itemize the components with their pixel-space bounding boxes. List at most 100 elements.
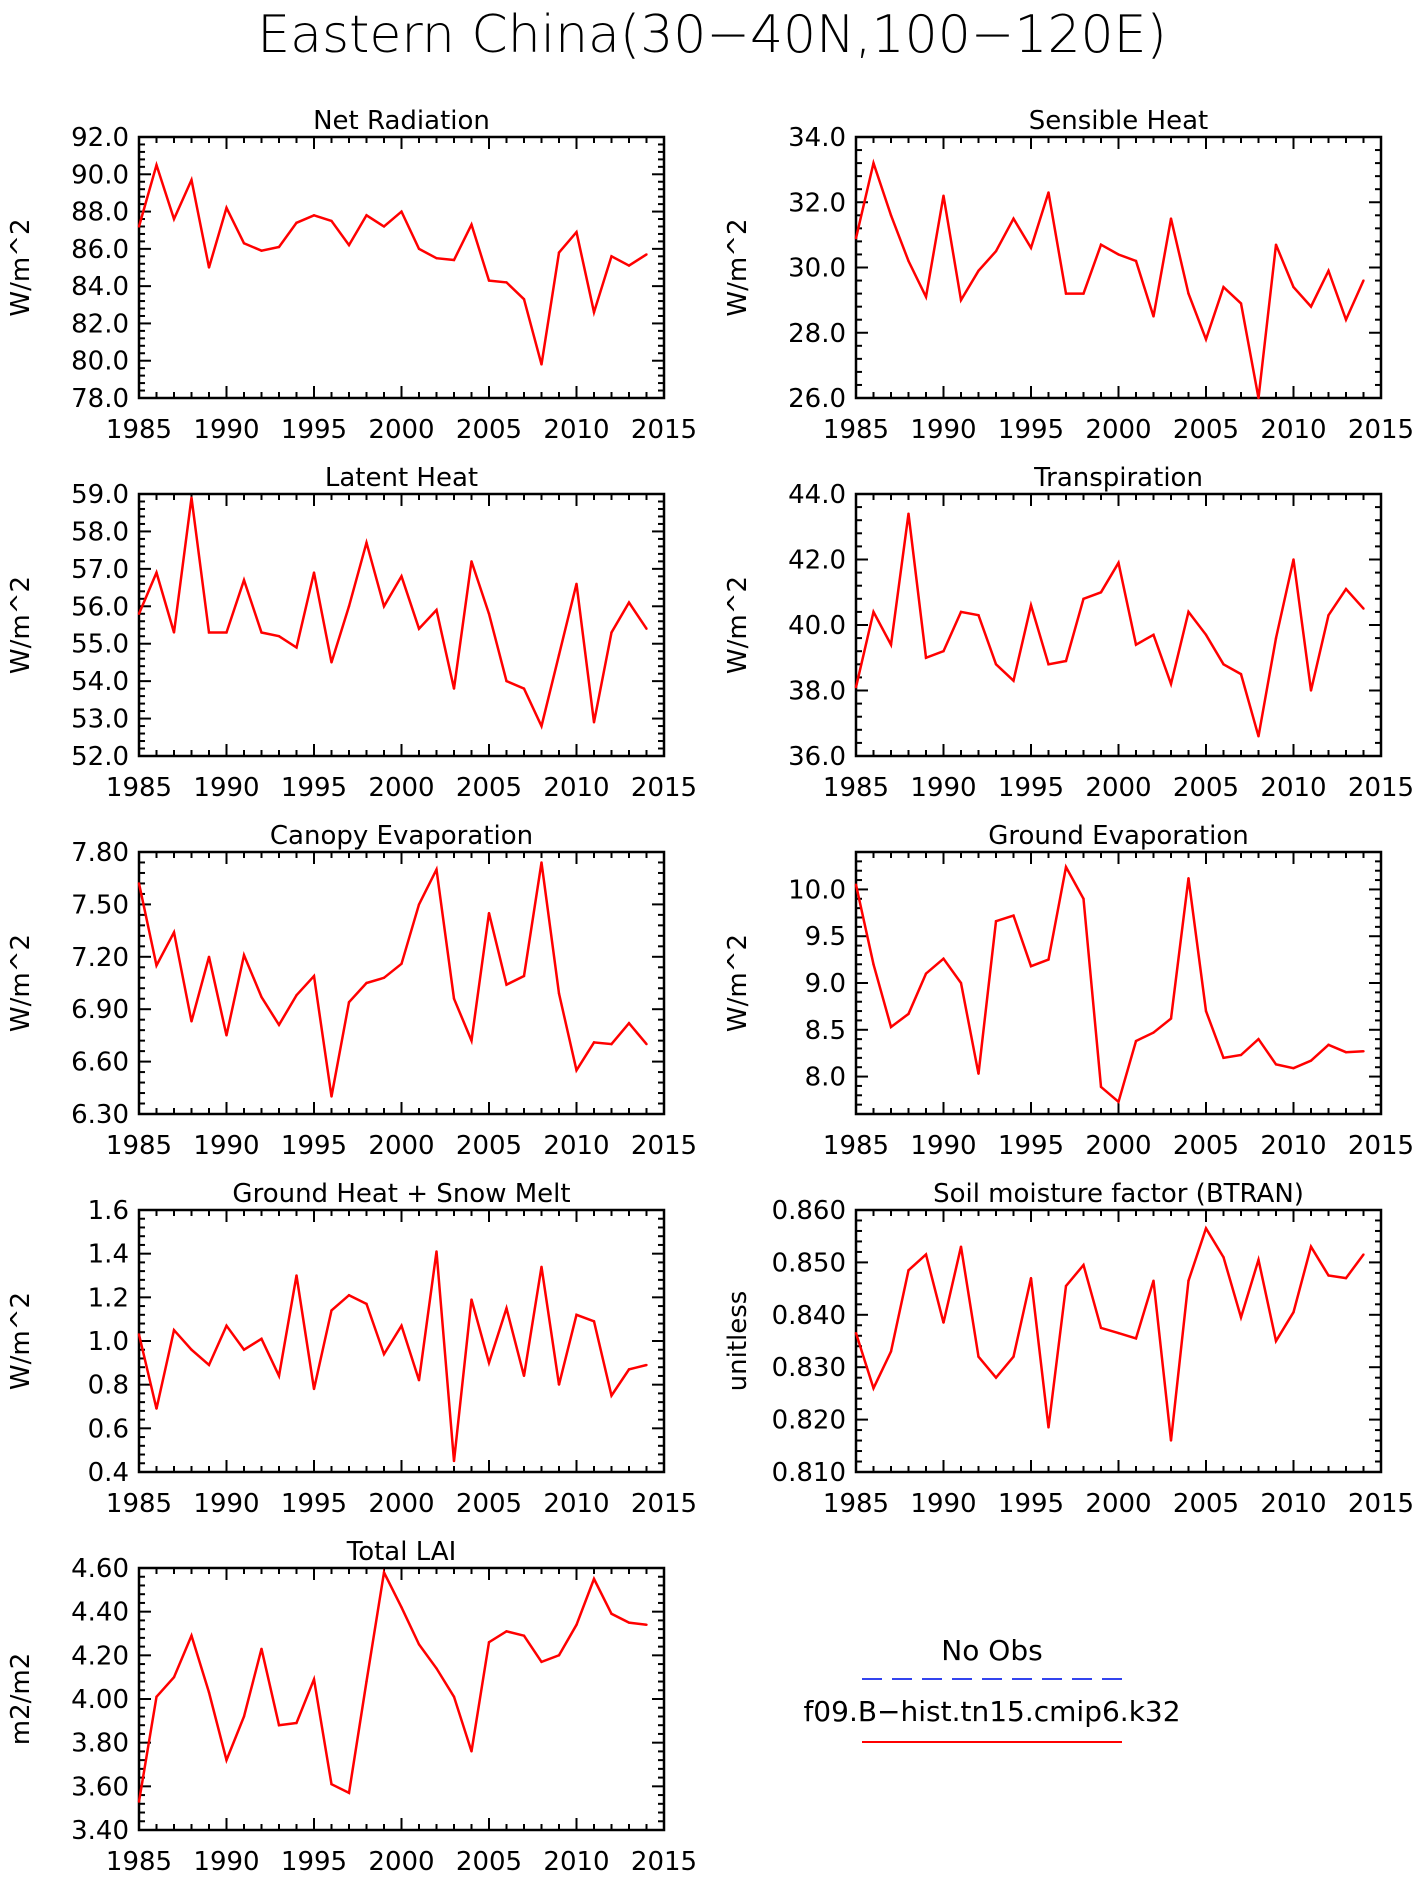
- data-point: [872, 963, 875, 966]
- data-point: [1029, 604, 1033, 607]
- data-point: [924, 1253, 928, 1256]
- x-tick-label: 1990: [193, 773, 259, 803]
- data-point: [575, 1069, 578, 1072]
- data-point: [645, 1042, 648, 1046]
- data-point: [382, 225, 386, 228]
- y-tick-label: 52.0: [71, 742, 129, 772]
- y-axis-label: W/m^2: [723, 934, 753, 1032]
- data-point: [347, 1001, 351, 1004]
- data-point: [557, 1383, 561, 1386]
- data-point: [1134, 643, 1138, 646]
- data-point: [557, 653, 561, 657]
- data-point: [610, 631, 613, 634]
- y-tick-label: 38.0: [788, 677, 846, 707]
- data-point: [295, 221, 298, 224]
- data-point: [1274, 243, 1278, 246]
- data-point: [225, 1034, 228, 1037]
- data-point: [155, 964, 158, 967]
- panel-transpiration: Transpiration W/m^2 1985 1990 1995 2000 2005 20…: [723, 463, 1414, 803]
- data-point: [540, 724, 543, 728]
- data-point: [959, 298, 963, 302]
- x-tick-label: 1995: [281, 1489, 347, 1519]
- x-tick-label: 2010: [1260, 415, 1326, 445]
- data-point: [1292, 1310, 1295, 1314]
- y-tick-label: 6.60: [71, 1048, 129, 1078]
- data-point: [487, 612, 491, 615]
- data-point: [977, 613, 980, 617]
- y-axis-label: m2/m2: [6, 1653, 36, 1746]
- data-point: [225, 206, 228, 210]
- data-point: [557, 251, 561, 254]
- x-tick-label: 1985: [106, 1489, 172, 1519]
- data-point: [1309, 1245, 1313, 1248]
- data-point: [452, 1459, 456, 1463]
- panel-canopy-evaporation: Canopy Evaporation W/m^2 1985 1990 1995 2000 2…: [6, 821, 697, 1161]
- y-tick-label: 8.0: [805, 1063, 846, 1093]
- data-point: [977, 269, 980, 272]
- x-tick-label: 1990: [910, 773, 976, 803]
- y-tick-label: 0.810: [772, 1458, 846, 1488]
- series-line: [854, 863, 1364, 1105]
- data-point: [505, 679, 508, 683]
- data-point: [452, 997, 456, 1000]
- y-tick-label: 55.0: [71, 630, 129, 660]
- x-tick-label: 2000: [368, 1847, 434, 1877]
- data-point: [872, 610, 875, 614]
- data-point: [872, 161, 875, 165]
- y-tick-label: 0.830: [772, 1353, 846, 1383]
- x-tick-label: 1995: [281, 415, 347, 445]
- data-point: [1204, 1227, 1208, 1230]
- data-point: [470, 223, 473, 226]
- data-point: [137, 1800, 141, 1803]
- data-point: [924, 295, 928, 299]
- panel-ground-heat-snow-melt: Ground Heat + Snow Melt W/m^2 1985 1990 1995…: [6, 1179, 697, 1519]
- y-tick-label: 32.0: [788, 188, 846, 218]
- data-point: [1222, 663, 1225, 666]
- y-tick-label: 10.0: [788, 875, 846, 905]
- data-point: [1082, 1263, 1085, 1267]
- x-tick-label: 1985: [823, 773, 889, 803]
- y-tick-label: 92.0: [71, 123, 129, 153]
- data-point: [1012, 1355, 1015, 1358]
- data-point: [312, 1387, 316, 1391]
- data-point: [1012, 217, 1015, 220]
- data-point: [172, 1675, 176, 1679]
- x-tick-label: 1995: [998, 1131, 1064, 1161]
- y-tick-label: 9.5: [805, 922, 846, 952]
- x-tick-label: 2000: [1085, 1489, 1151, 1519]
- y-tick-label: 0.860: [772, 1196, 846, 1226]
- data-point: [1152, 315, 1155, 318]
- x-tick-label: 2010: [543, 1489, 609, 1519]
- x-tick-label: 2015: [1348, 415, 1414, 445]
- data-point: [610, 1042, 613, 1046]
- y-tick-label: 4.60: [71, 1554, 129, 1584]
- data-point: [260, 995, 263, 999]
- data-point: [907, 512, 910, 515]
- data-point: [994, 920, 998, 923]
- data-point: [207, 955, 211, 958]
- data-point: [1117, 1331, 1120, 1335]
- y-axis-label: W/m^2: [6, 934, 36, 1032]
- y-tick-label: 88.0: [71, 198, 129, 228]
- data-point: [889, 643, 893, 646]
- data-point: [295, 1721, 298, 1725]
- y-tick-label: 7.20: [71, 943, 129, 973]
- data-point: [994, 249, 998, 253]
- data-point: [907, 1012, 910, 1016]
- data-point: [277, 1724, 281, 1727]
- y-tick-label: 3.80: [71, 1729, 129, 1759]
- data-point: [382, 1571, 386, 1574]
- y-tick-label: 84.0: [71, 272, 129, 302]
- data-point: [1099, 1085, 1103, 1089]
- data-point: [470, 1039, 473, 1042]
- plot-frame: [137, 850, 666, 1116]
- y-tick-label: 78.0: [71, 384, 129, 414]
- y-tick-label: 1.4: [88, 1240, 129, 1270]
- data-point: [557, 1654, 561, 1657]
- y-tick-label: 0.8: [88, 1371, 129, 1401]
- x-tick-label: 1995: [998, 415, 1064, 445]
- x-tick-label: 2015: [1348, 1489, 1414, 1519]
- y-tick-label: 3.60: [71, 1772, 129, 1802]
- data-point: [365, 541, 368, 544]
